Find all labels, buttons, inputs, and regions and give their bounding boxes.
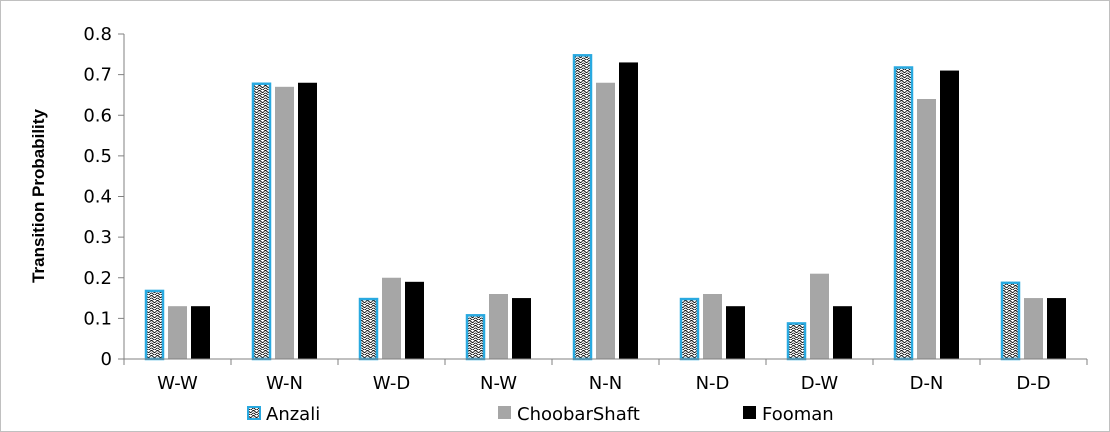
legend-swatch-choobarshaft: [498, 406, 511, 419]
bar-fooman: [512, 298, 531, 359]
legend-swatch-anzali: [247, 406, 261, 420]
bar-choobarshaft: [703, 294, 722, 359]
x-tick-label: D-D: [1016, 373, 1050, 394]
bar-choobarshaft: [1024, 298, 1043, 359]
bar-choobarshaft: [382, 277, 401, 359]
y-tick-label: 0.1: [83, 308, 112, 329]
bar-fooman: [191, 306, 210, 359]
x-tick-label: N-W: [480, 373, 517, 394]
bar-fooman: [726, 306, 745, 359]
bar-anzali: [144, 289, 165, 361]
bar-choobarshaft: [489, 294, 508, 359]
legend-label-choobarshaft: ChoobarShaft: [517, 404, 640, 425]
bar-choobarshaft: [810, 273, 829, 359]
bar-choobarshaft: [596, 82, 615, 359]
y-tick-label: 0.6: [83, 105, 112, 126]
x-tick-label: W-D: [373, 373, 410, 394]
y-tick-label: 0.5: [83, 146, 112, 167]
y-tick-label: 0: [101, 349, 112, 370]
x-tick-label: D-N: [910, 373, 944, 394]
bar-anzali: [1000, 281, 1021, 361]
bar-fooman: [1047, 298, 1066, 359]
x-tick-label: W-N: [266, 373, 303, 394]
bar-anzali: [786, 322, 807, 361]
y-tick-label: 0.4: [83, 187, 112, 208]
bar-fooman: [619, 62, 638, 359]
bar-fooman: [298, 82, 317, 359]
y-tick-label: 0.3: [83, 227, 112, 248]
y-tick-label: 0.2: [83, 268, 112, 289]
bar-anzali: [358, 297, 379, 361]
bar-choobarshaft: [168, 306, 187, 359]
x-tick-label: W-W: [157, 373, 198, 394]
legend-label-fooman: Fooman: [762, 404, 834, 425]
bar-fooman: [940, 70, 959, 359]
legend-swatch-fooman: [743, 406, 756, 419]
bar-choobarshaft: [275, 86, 294, 359]
y-tick-label: 0.8: [83, 24, 112, 45]
legend-label-anzali: Anzali: [266, 404, 320, 425]
bar-fooman: [833, 306, 852, 359]
bar-anzali: [679, 297, 700, 361]
y-axis-label: Transition Probability: [29, 109, 48, 283]
x-tick-label: D-W: [801, 373, 839, 394]
x-tick-label: N-N: [589, 373, 622, 394]
bar-anzali: [893, 66, 914, 361]
bar-anzali: [572, 54, 593, 361]
x-tick-label: N-D: [696, 373, 730, 394]
bar-choobarshaft: [917, 99, 936, 359]
bar-fooman: [405, 281, 424, 359]
bar-anzali: [251, 82, 272, 361]
y-tick-label: 0.7: [83, 65, 112, 86]
bar-anzali: [465, 314, 486, 361]
